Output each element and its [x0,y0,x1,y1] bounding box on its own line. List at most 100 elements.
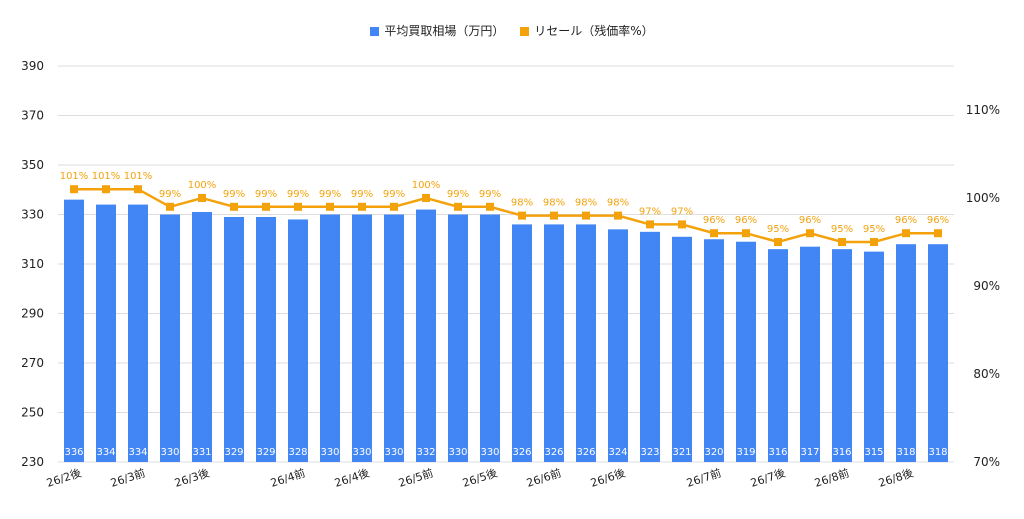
bar [672,236,692,462]
x-tick-label: 26/7後 [749,466,787,490]
bar-value-label: 330 [352,447,371,458]
line-value-label: 96% [895,215,917,226]
line-point [614,211,622,220]
line-point [742,229,750,238]
bar [512,224,532,462]
line-value-label: 100% [412,180,441,191]
chart-legend: 平均買取相場（万円） リセール（残価率%） [0,22,1024,39]
bar [320,214,340,462]
bar [96,204,116,462]
y-right-tick-label: 80% [973,367,1000,381]
bar-value-label: 334 [96,447,115,458]
x-tick-label: 26/5前 [397,466,435,490]
line-value-label: 98% [543,198,565,209]
line-value-label: 95% [767,224,789,235]
legend-item-bars[interactable]: 平均買取相場（万円） [370,22,504,39]
bar [544,224,564,462]
bar-value-label: 332 [416,447,435,458]
bar-value-label: 326 [512,447,531,458]
line-value-label: 98% [575,198,597,209]
line-value-label: 101% [92,171,121,182]
line-point [902,229,910,238]
y-left-tick-label: 270 [21,356,44,370]
bar [448,214,468,462]
y-left-tick-label: 290 [21,307,44,321]
x-tick-label: 26/6後 [589,466,627,490]
bar [800,246,820,462]
line-point [358,202,366,211]
legend-item-line[interactable]: リセール（残価率%） [520,22,654,39]
x-tick-label: 26/8前 [813,466,851,490]
bar [352,214,372,462]
line-value-label: 99% [255,189,277,200]
line-point [710,229,718,238]
line-value-label: 101% [60,171,89,182]
bar [256,216,276,462]
line-value-label: 101% [124,171,153,182]
line-value-label: 99% [383,189,405,200]
line-point [134,185,142,194]
bar [832,249,852,462]
line-point [102,185,110,194]
bar [640,231,660,462]
line-value-label: 95% [863,224,885,235]
bar-value-label: 334 [128,447,147,458]
y-left-tick-label: 250 [21,406,44,420]
bar-value-label: 316 [832,447,851,458]
y-right-tick-label: 110% [966,103,1000,117]
bar-value-label: 331 [192,447,211,458]
bar-value-label: 318 [928,447,947,458]
bar-value-label: 319 [736,447,755,458]
bar-value-label: 330 [480,447,499,458]
line-value-label: 97% [639,206,661,217]
line-value-label: 99% [447,189,469,200]
x-tick-label: 26/7前 [685,466,723,490]
line-point [518,211,526,220]
line-value-label: 99% [287,189,309,200]
line-value-label: 97% [671,206,693,217]
bar [608,229,628,462]
x-tick-label: 26/8後 [877,466,915,490]
bar [736,241,756,462]
bar [224,216,244,462]
line-point [486,202,494,211]
y-left-tick-label: 390 [21,59,44,73]
line-value-label: 99% [319,189,341,200]
bar-value-label: 330 [320,447,339,458]
y-left-tick-label: 370 [21,109,44,123]
bar-value-label: 317 [800,447,819,458]
bar-value-label: 329 [224,447,243,458]
line-value-label: 96% [799,215,821,226]
line-value-label: 98% [511,198,533,209]
bar [704,239,724,462]
bar [768,249,788,462]
line-point [678,220,686,229]
line-value-label: 96% [927,215,949,226]
bar [576,224,596,462]
line-value-label: 99% [223,189,245,200]
line-value-label: 99% [159,189,181,200]
bar-value-label: 326 [576,447,595,458]
legend-label-line: リセール（残価率%） [534,24,654,38]
y-right-tick-label: 100% [966,191,1000,205]
line-value-label: 100% [188,180,217,191]
line-point [70,185,78,194]
bar-value-label: 324 [608,447,627,458]
line-point [390,202,398,211]
bar-value-label: 330 [160,447,179,458]
line-point [870,238,878,246]
bar [288,219,308,462]
legend-label-bars: 平均買取相場（万円） [384,24,505,38]
line-point [806,229,814,238]
x-tick-label: 26/3前 [109,466,147,490]
bar-value-label: 328 [288,447,307,458]
line-point [326,202,334,211]
x-tick-label: 26/6前 [525,466,563,490]
x-tick-label: 26/4前 [269,466,307,490]
bar [192,212,212,462]
x-tick-label: 26/2後 [45,466,83,490]
x-tick-label: 26/3後 [173,466,211,490]
line-point [166,202,174,211]
line-point [422,194,430,202]
